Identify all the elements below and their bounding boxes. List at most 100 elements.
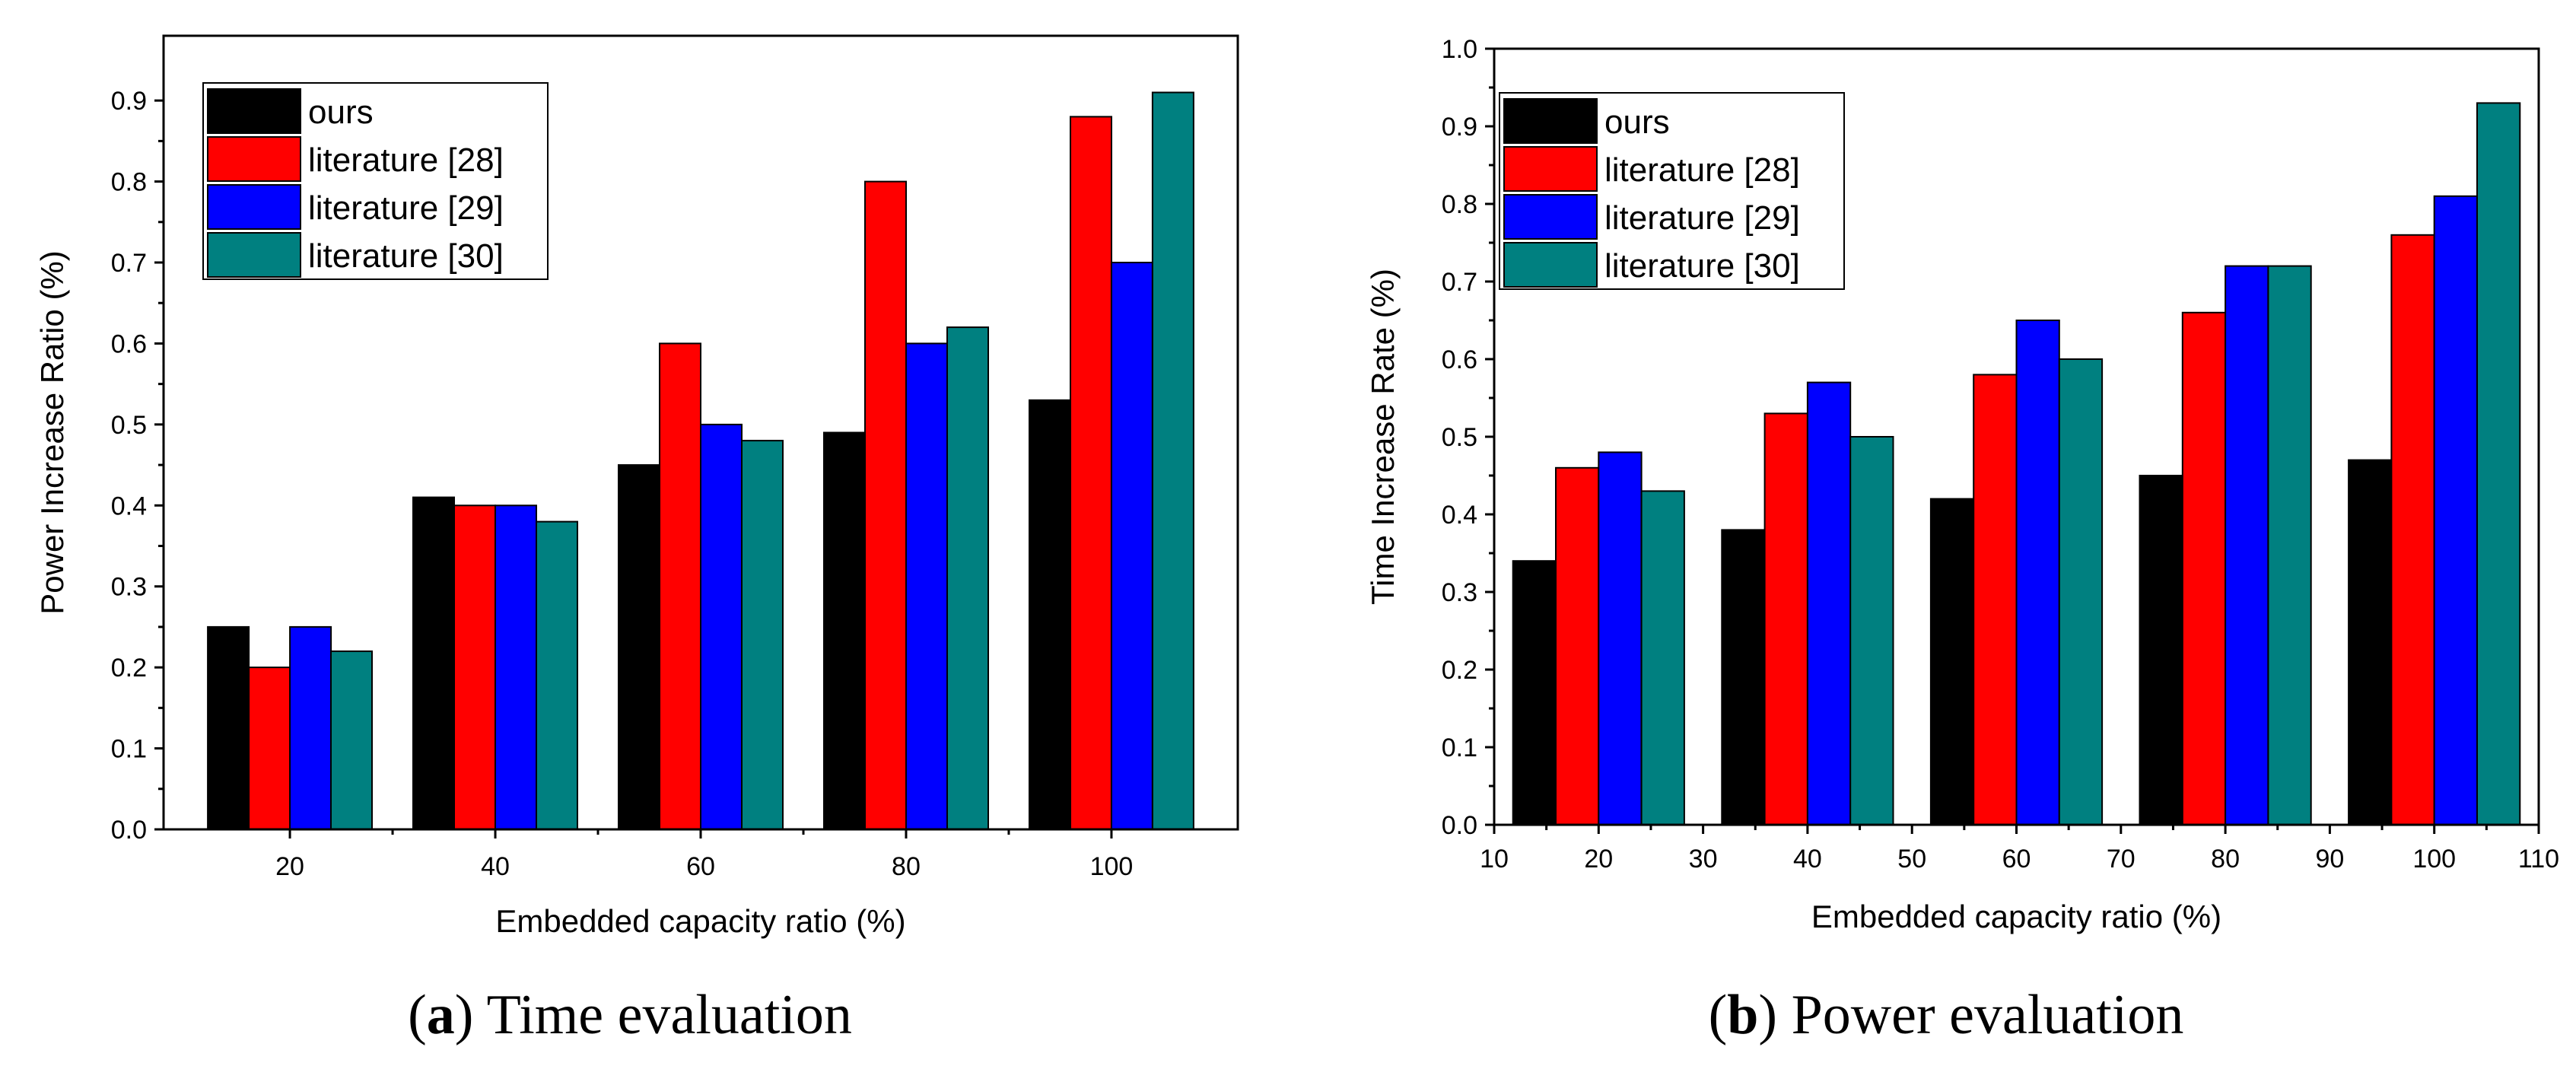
caption-a: (a) Time evaluation — [408, 984, 852, 1046]
bar-a-literature-30--80 — [946, 326, 989, 831]
caption-a-text: ) Time evaluation — [455, 984, 852, 1046]
chart-panel-b: 0.0 0.1 0.2 0.3 0.4 0.5 0.6 0.7 0.8 0.9 1.0 10 20 30 4… — [1365, 35, 2559, 934]
legend-swatch — [1503, 98, 1598, 144]
bar-b-ours-40 — [1721, 529, 1766, 826]
legend-label: literature [28] — [308, 142, 504, 179]
legend-label: literature [30] — [308, 237, 504, 275]
bar-a-literature-29--100 — [1110, 262, 1153, 830]
legend-swatch — [207, 136, 301, 182]
x-tick-label: 100 — [2412, 845, 2456, 873]
bar-a-literature-29--60 — [700, 423, 743, 830]
bar-a-ours-20 — [207, 625, 250, 831]
x-tick-label: 80 — [892, 852, 921, 881]
x-tick-label: 60 — [686, 852, 715, 881]
legend-label: literature [29] — [308, 189, 504, 227]
y-tick-label: 0.1 — [111, 735, 147, 764]
bar-b-literature-30--60 — [2058, 358, 2104, 826]
y-axis-label: Time Increase Rate (%) — [1365, 269, 1401, 605]
bar-a-literature-30--40 — [536, 520, 578, 830]
caption-b: (b) Power evaluation — [1709, 984, 2184, 1046]
bar-b-literature-29--20 — [1598, 451, 1643, 826]
bar-b-literature-30--40 — [1849, 436, 1894, 826]
bar-b-literature-28--60 — [1973, 374, 2018, 826]
bar-a-literature-28--80 — [864, 180, 907, 831]
y-tick-label: 0.4 — [111, 492, 147, 520]
x-tick-label: 60 — [2002, 845, 2031, 873]
y-tick-label: 0.7 — [111, 249, 147, 278]
x-tick-label: 40 — [1793, 845, 1822, 873]
x-tick-label: 20 — [1584, 845, 1613, 873]
caption-a-letter: a — [427, 984, 455, 1046]
y-tick-label: 0.8 — [1442, 190, 1477, 219]
y-tick-label: 0.9 — [111, 87, 147, 116]
legend-swatch — [207, 88, 301, 134]
bar-b-literature-28--20 — [1555, 466, 1600, 826]
legend-swatch — [1503, 194, 1598, 240]
legend-label: ours — [308, 94, 374, 131]
x-tick-label: 90 — [2315, 845, 2344, 873]
bar-b-ours-20 — [1512, 560, 1557, 826]
y-tick-label: 0.5 — [1442, 423, 1477, 452]
bar-a-ours-60 — [618, 464, 660, 830]
x-tick-label: 40 — [481, 852, 510, 881]
y-tick-label: 0.5 — [111, 411, 147, 440]
bar-a-literature-29--20 — [289, 625, 332, 831]
legend-swatch — [1503, 146, 1598, 192]
y-tick-label: 0.1 — [1442, 733, 1477, 762]
bar-b-literature-29--40 — [1806, 381, 1852, 826]
legend-swatch — [207, 184, 301, 230]
legend-label: literature [30] — [1604, 247, 1800, 285]
bar-a-literature-28--40 — [453, 504, 496, 830]
x-tick-label: 100 — [1090, 852, 1134, 881]
bar-a-ours-100 — [1029, 399, 1071, 830]
legend-label: ours — [1604, 103, 1670, 141]
bar-a-literature-29--40 — [495, 504, 537, 830]
bar-a-literature-29--80 — [905, 342, 948, 830]
bar-b-literature-30--100 — [2476, 102, 2521, 826]
caption-b-letter: b — [1727, 984, 1758, 1046]
y-tick-label: 0.3 — [1442, 578, 1477, 607]
x-tick-label: 110 — [2518, 845, 2559, 873]
x-tick-label: 30 — [1689, 845, 1718, 873]
x-tick-label: 80 — [2211, 845, 2240, 873]
y-tick-label: 0.2 — [111, 654, 147, 683]
y-axis-label: Power Increase Ratio (%) — [34, 250, 70, 615]
bar-b-literature-28--40 — [1763, 412, 1808, 826]
y-tick-label: 0.7 — [1442, 268, 1477, 297]
x-axis-label: Embedded capacity ratio (%) — [1811, 899, 2221, 934]
legend-swatch — [1503, 242, 1598, 288]
y-tick-label: 0.2 — [1442, 656, 1477, 685]
bar-a-literature-28--20 — [248, 667, 291, 830]
bar-b-ours-80 — [2139, 475, 2183, 826]
x-tick-label: 20 — [275, 852, 304, 881]
y-tick-label: 0.8 — [111, 168, 147, 197]
y-tick-label: 1.0 — [1442, 35, 1477, 64]
plot-frame — [162, 34, 1239, 831]
x-tick-label: 50 — [1897, 845, 1926, 873]
x-tick-label: 10 — [1480, 845, 1509, 873]
bar-b-ours-100 — [2348, 459, 2393, 826]
bar-a-ours-40 — [412, 496, 455, 830]
bar-a-literature-30--60 — [741, 440, 784, 830]
chart-panel-a: 0.0 0.1 0.2 0.3 0.4 0.5 0.6 0.7 0.8 0.9 20 40 60 80 10… — [34, 34, 1239, 939]
bar-b-ours-60 — [1929, 498, 1975, 826]
bar-a-ours-80 — [823, 431, 866, 830]
bar-b-literature-29--100 — [2433, 195, 2478, 826]
x-tick-label: 70 — [2107, 845, 2136, 873]
y-tick-label: 0.4 — [1442, 501, 1477, 530]
plot-frame — [1493, 47, 2540, 826]
x-axis-label: Embedded capacity ratio (%) — [495, 903, 905, 939]
legend-swatch — [207, 232, 301, 278]
y-tick-label: 0.3 — [111, 573, 147, 602]
caption-b-text: ) Power evaluation — [1758, 984, 2183, 1046]
bar-a-literature-30--20 — [330, 650, 373, 831]
y-tick-label: 0.0 — [111, 816, 147, 845]
bar-b-literature-28--100 — [2390, 234, 2435, 826]
y-tick-label: 0.0 — [1442, 811, 1477, 840]
bar-a-literature-30--100 — [1151, 91, 1194, 830]
bar-a-literature-28--60 — [659, 342, 701, 830]
y-tick-label: 0.9 — [1442, 113, 1477, 142]
legend-label: literature [29] — [1604, 199, 1800, 237]
bar-b-literature-28--80 — [2181, 311, 2227, 826]
